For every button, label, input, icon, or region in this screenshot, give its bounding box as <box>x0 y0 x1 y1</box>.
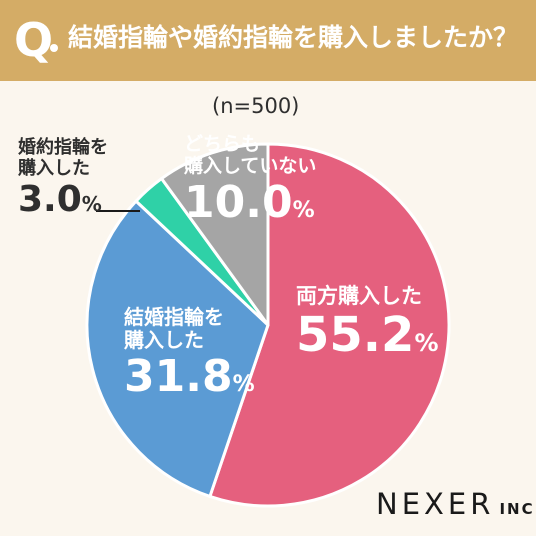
slice-label-wedding: 結婚指輪を 購入した 31.8% <box>124 306 255 403</box>
slice-value-none: 10.0 <box>184 176 293 228</box>
q-dot-icon <box>50 44 58 52</box>
slice-label-none: どちらも 購入していない 10.0% <box>184 133 317 228</box>
slice-unit-wedding: % <box>232 372 255 397</box>
slice-name-wedding-line2: 購入した <box>124 328 204 352</box>
slice-name-engagement-line2: 購入した <box>18 157 90 179</box>
slice-label-both: 両方購入した 55.2% <box>296 284 438 363</box>
slice-value-both: 55.2 <box>296 307 415 364</box>
slice-name-none-line1: どちらも <box>184 133 261 155</box>
slice-unit-none: % <box>292 197 315 223</box>
pie-slice-wedding <box>85 199 270 498</box>
question-text: 結婚指輪や婚約指輪を購入しましたか？ <box>68 23 519 52</box>
slice-value-wedding: 31.8 <box>124 351 233 402</box>
slice-name-none-line2: 購入していない <box>184 154 317 177</box>
slice-name-engagement-line1: 婚約指輪を <box>18 137 108 158</box>
slice-name-wedding-line1: 結婚指輪を <box>124 305 224 329</box>
pie-slice-both <box>208 142 451 508</box>
nexer-logo: NEXER INC. <box>376 487 536 521</box>
question-q-mark: Q <box>14 13 54 67</box>
logo-suffix: INC. <box>499 500 536 518</box>
sample-size: (n=500) <box>212 94 300 118</box>
logo-name: NEXER <box>376 487 495 521</box>
question-header: Q 結婚指輪や婚約指輪を購入しましたか？ <box>0 0 536 81</box>
slice-value-engagement: 3.0 <box>18 179 82 221</box>
slice-label-engagement: 婚約指輪を 購入した 3.0% <box>18 137 108 221</box>
pie-slice-none <box>160 142 270 327</box>
slice-unit-engagement: % <box>81 192 102 217</box>
slice-name-both: 両方購入した <box>296 284 422 308</box>
slice-unit-both: % <box>414 329 439 358</box>
